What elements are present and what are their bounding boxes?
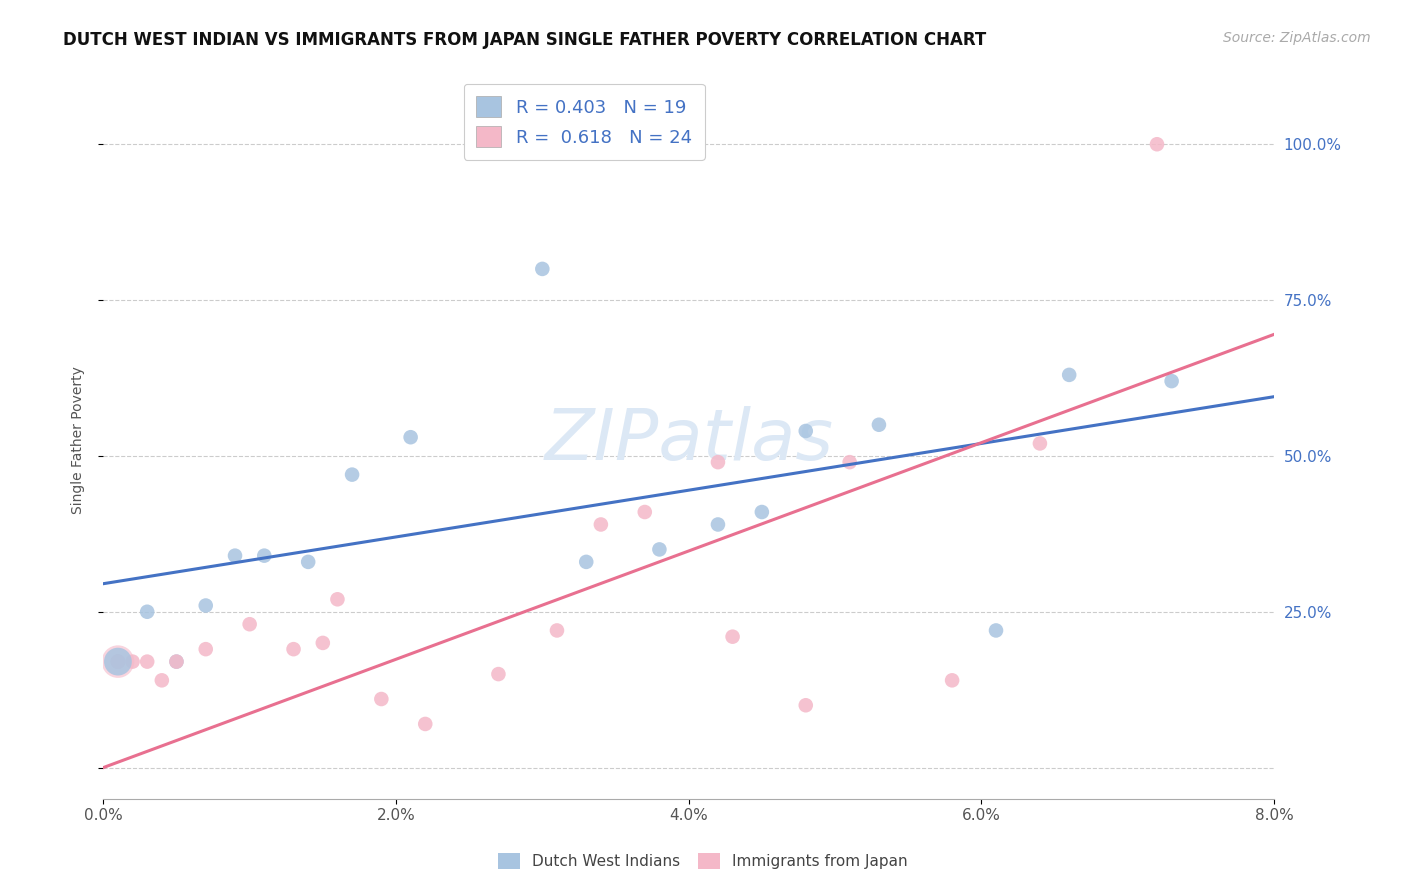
Point [413,717,436,731]
Point [1057,368,1080,382]
Point [794,698,817,713]
Point [721,630,744,644]
Point [107,655,129,669]
Point [107,655,129,669]
Point [224,549,246,563]
Point [589,517,612,532]
Point [838,455,860,469]
Point [166,655,188,669]
Point [166,655,188,669]
Legend: Dutch West Indians, Immigrants from Japan: Dutch West Indians, Immigrants from Japa… [492,847,914,875]
Point [531,261,554,276]
Y-axis label: Single Father Poverty: Single Father Poverty [72,367,86,515]
Text: Source: ZipAtlas.com: Source: ZipAtlas.com [1223,31,1371,45]
Point [1146,137,1168,152]
Point [794,424,817,438]
Point [546,624,568,638]
Point [370,692,392,706]
Point [751,505,773,519]
Point [326,592,349,607]
Point [121,655,143,669]
Point [707,517,730,532]
Point [868,417,890,432]
Point [340,467,363,482]
Point [297,555,319,569]
Point [984,624,1007,638]
Point [488,667,510,681]
Point [648,542,671,557]
Point [941,673,963,688]
Point [1160,374,1182,388]
Point [107,655,129,669]
Text: DUTCH WEST INDIAN VS IMMIGRANTS FROM JAPAN SINGLE FATHER POVERTY CORRELATION CHA: DUTCH WEST INDIAN VS IMMIGRANTS FROM JAP… [63,31,987,49]
Point [283,642,305,657]
Point [399,430,422,444]
Text: ZIPatlas: ZIPatlas [544,406,834,475]
Point [136,655,159,669]
Point [634,505,657,519]
Point [253,549,276,563]
Point [136,605,159,619]
Legend: R = 0.403   N = 19, R =  0.618   N = 24: R = 0.403 N = 19, R = 0.618 N = 24 [464,84,704,160]
Point [150,673,173,688]
Point [312,636,335,650]
Point [107,655,129,669]
Point [107,655,129,669]
Point [707,455,730,469]
Point [194,599,217,613]
Point [575,555,598,569]
Point [194,642,217,657]
Point [1029,436,1052,450]
Point [239,617,262,632]
